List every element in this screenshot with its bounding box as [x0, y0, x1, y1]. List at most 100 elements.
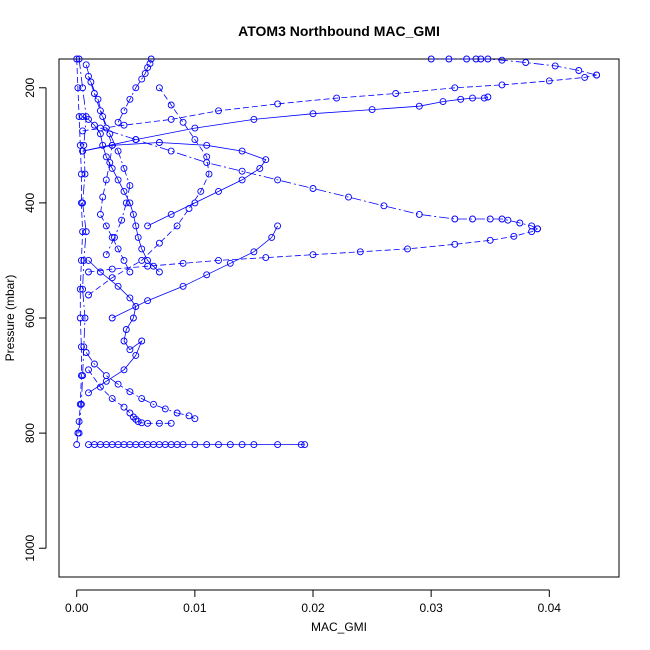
data-point: [85, 291, 92, 299]
data-point: [498, 56, 506, 64]
data-point: [102, 153, 110, 161]
y-axis: 200 400 600 800 1000: [23, 77, 47, 562]
data-point: [150, 400, 157, 408]
data-point: [79, 147, 87, 155]
data-point: [191, 415, 199, 423]
data-point: [191, 441, 199, 449]
data-point: [114, 118, 122, 126]
data-point: [215, 441, 222, 449]
data-point: [141, 69, 149, 77]
data-point: [144, 64, 152, 72]
data-point: [77, 256, 85, 264]
data-point: [120, 256, 128, 264]
data-point: [484, 93, 492, 101]
data-point: [126, 95, 134, 103]
data-point: [75, 55, 83, 63]
plot-frame: [58, 58, 620, 578]
x-tick-label: 0.03: [419, 601, 443, 615]
data-point: [415, 210, 423, 218]
data-point: [118, 216, 126, 224]
data-point: [274, 100, 282, 108]
data-point: [144, 419, 152, 427]
data-point: [203, 441, 211, 449]
data-point: [173, 409, 181, 417]
data-point: [333, 94, 341, 102]
data-point: [238, 167, 246, 175]
x-tick-label: 0.00: [65, 601, 89, 615]
data-point: [451, 240, 459, 248]
data-point: [191, 136, 199, 144]
data-point: [122, 199, 130, 207]
y-tick-label: 800: [23, 423, 37, 443]
data-point: [132, 136, 140, 144]
data-point: [126, 346, 134, 354]
data-point: [451, 84, 459, 92]
data-point: [99, 113, 107, 121]
data-point: [132, 303, 140, 310]
data-point: [380, 202, 388, 210]
data-point: [120, 403, 128, 411]
data-point: [126, 294, 134, 302]
data-point: [498, 81, 506, 89]
data-point: [138, 75, 146, 83]
data-point: [85, 256, 92, 264]
data-point: [262, 254, 270, 262]
data-point: [469, 94, 476, 102]
data-point: [120, 366, 128, 374]
data-point: [74, 84, 82, 92]
data-point: [120, 337, 128, 345]
data-point: [155, 419, 163, 427]
data-point: [205, 170, 213, 178]
data-point: [79, 372, 87, 380]
data-point: [129, 210, 137, 218]
y-tick-label: 400: [23, 193, 37, 213]
data-point: [77, 343, 85, 351]
data-point: [114, 245, 122, 253]
data-point: [256, 164, 264, 172]
data-point: [120, 187, 128, 195]
data-point: [120, 121, 128, 129]
data-point: [134, 233, 142, 241]
data-point: [575, 67, 583, 74]
series-line-6: [88, 228, 538, 273]
data-point: [167, 101, 175, 109]
data-point: [132, 351, 140, 359]
data-point: [82, 349, 90, 356]
data-point: [486, 236, 494, 244]
data-point: [301, 441, 309, 449]
series-line-11: [82, 96, 489, 152]
data-point: [111, 233, 118, 241]
data-point: [191, 124, 199, 132]
data-point: [274, 441, 282, 449]
series-line-17: [112, 225, 278, 319]
data-point: [108, 395, 116, 403]
y-tick-label: 600: [23, 308, 37, 328]
data-point: [90, 121, 98, 129]
data-point: [203, 153, 211, 161]
data-point: [79, 84, 87, 92]
data-point: [75, 113, 83, 121]
series-line-13: [117, 58, 152, 123]
series-line-12: [88, 87, 210, 296]
data-point: [415, 102, 423, 110]
data-point: [167, 147, 175, 155]
data-point: [179, 259, 187, 267]
data-point: [484, 55, 492, 63]
data-point: [73, 441, 81, 449]
data-point: [238, 441, 246, 449]
data-point: [106, 159, 114, 167]
data-point: [82, 61, 90, 69]
y-axis-label: Pressure (mbar): [3, 275, 17, 362]
x-axis-label: MAC_GMI: [311, 620, 367, 634]
data-point: [79, 127, 87, 135]
data-point: [144, 297, 152, 305]
data-point: [76, 314, 84, 322]
data-point: [463, 55, 471, 63]
data-point: [76, 141, 84, 149]
data-point: [120, 164, 128, 172]
data-point: [77, 170, 85, 178]
data-point: [85, 268, 92, 276]
data-point: [167, 115, 175, 123]
